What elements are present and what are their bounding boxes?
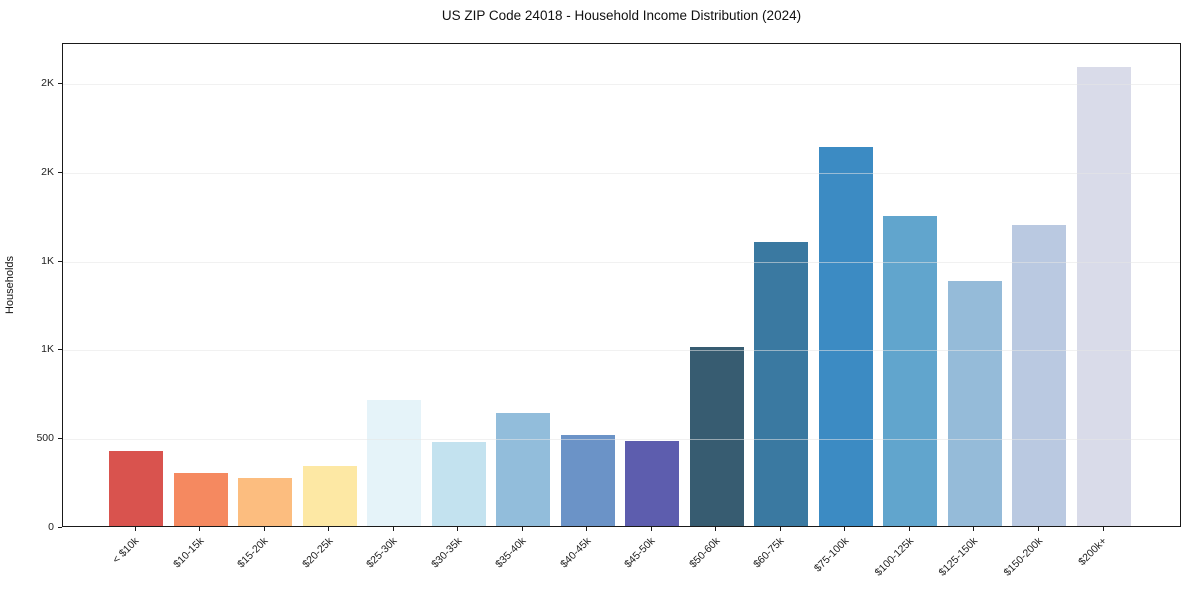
y-tick-mark <box>58 526 62 528</box>
y-axis-label: Households <box>4 255 16 315</box>
x-tick-mark <box>1102 527 1104 531</box>
y-tick-label: 1K <box>41 254 54 267</box>
bar-< $10k <box>109 450 163 526</box>
bar-$75-100k <box>818 146 873 526</box>
y-tick-label: 2K <box>41 77 54 90</box>
bar-$125-150k <box>947 281 1002 526</box>
bar-$20-25k <box>302 465 357 526</box>
y-tick-label: 1K <box>41 343 54 356</box>
x-tick-mark <box>1037 527 1039 531</box>
x-tick-mark <box>715 527 717 531</box>
bar-$50-60k <box>689 346 744 526</box>
x-tick-mark <box>973 527 975 531</box>
plot-area <box>62 43 1181 527</box>
x-tick-label-text: $50-60k <box>686 535 723 571</box>
x-tick-mark <box>586 527 588 531</box>
x-tick-label-text: $25-30k <box>364 535 400 571</box>
x-tick-label-text: $35-40k <box>493 535 529 571</box>
x-tick-mark <box>650 527 652 531</box>
bar-$25-30k <box>367 400 422 526</box>
gridline <box>63 350 1180 352</box>
x-tick-label-text: $40-45k <box>557 535 594 571</box>
bar-$30-35k <box>431 441 486 526</box>
x-tick-mark <box>263 527 265 531</box>
bar-$35-40k <box>496 412 551 526</box>
x-tick-mark <box>521 527 523 531</box>
bar-$150-200k <box>1012 224 1067 526</box>
x-tick-mark <box>908 527 910 531</box>
y-tick-label: 0 <box>48 520 54 533</box>
x-tick-mark <box>457 527 459 531</box>
y-tick-mark <box>58 260 62 262</box>
x-tick-mark <box>134 527 136 531</box>
bar-$200k+ <box>1077 66 1131 526</box>
bar-$45-50k <box>625 440 680 526</box>
x-tick-label-text: $15-20k <box>235 535 271 571</box>
y-tick-mark <box>58 171 62 173</box>
x-tick-label-text: $10-15k <box>170 535 207 571</box>
x-tick-mark <box>392 527 394 531</box>
bar-$60-75k <box>754 242 809 526</box>
x-tick-label-text: $60-75k <box>751 535 787 571</box>
chart-title: US ZIP Code 24018 - Household Income Dis… <box>441 8 802 23</box>
x-tick-label-text: $150-200k <box>1001 535 1045 579</box>
bar-$100-125k <box>883 215 938 526</box>
x-tick-mark <box>328 527 330 531</box>
bar-$15-20k <box>238 478 293 526</box>
x-tick-label-text: $100-125k <box>872 535 916 579</box>
gridline <box>63 438 1180 440</box>
x-tick-label-text: $30-35k <box>428 535 465 571</box>
x-tick-mark <box>199 527 201 531</box>
x-tick-label-text: < $10k <box>110 535 142 566</box>
y-tick-mark <box>58 83 62 85</box>
x-tick-mark <box>779 527 781 531</box>
y-tick-label: 500 <box>36 431 54 444</box>
bar-$40-45k <box>560 434 615 526</box>
y-tick-mark <box>58 437 62 439</box>
y-tick-label: 2K <box>41 165 54 178</box>
x-tick-mark <box>844 527 846 531</box>
x-tick-label-text: $200k+ <box>1076 535 1110 569</box>
gridline <box>63 172 1180 174</box>
gridline <box>63 261 1180 263</box>
x-tick-label-text: $20-25k <box>299 535 336 571</box>
gridline <box>63 84 1180 86</box>
bar-$10-15k <box>173 472 228 526</box>
x-tick-label-text: $125-150k <box>936 535 981 579</box>
x-tick-label-text: $75-100k <box>811 535 852 575</box>
x-tick-label-text: $45-50k <box>622 535 658 571</box>
y-tick-mark <box>58 349 62 351</box>
